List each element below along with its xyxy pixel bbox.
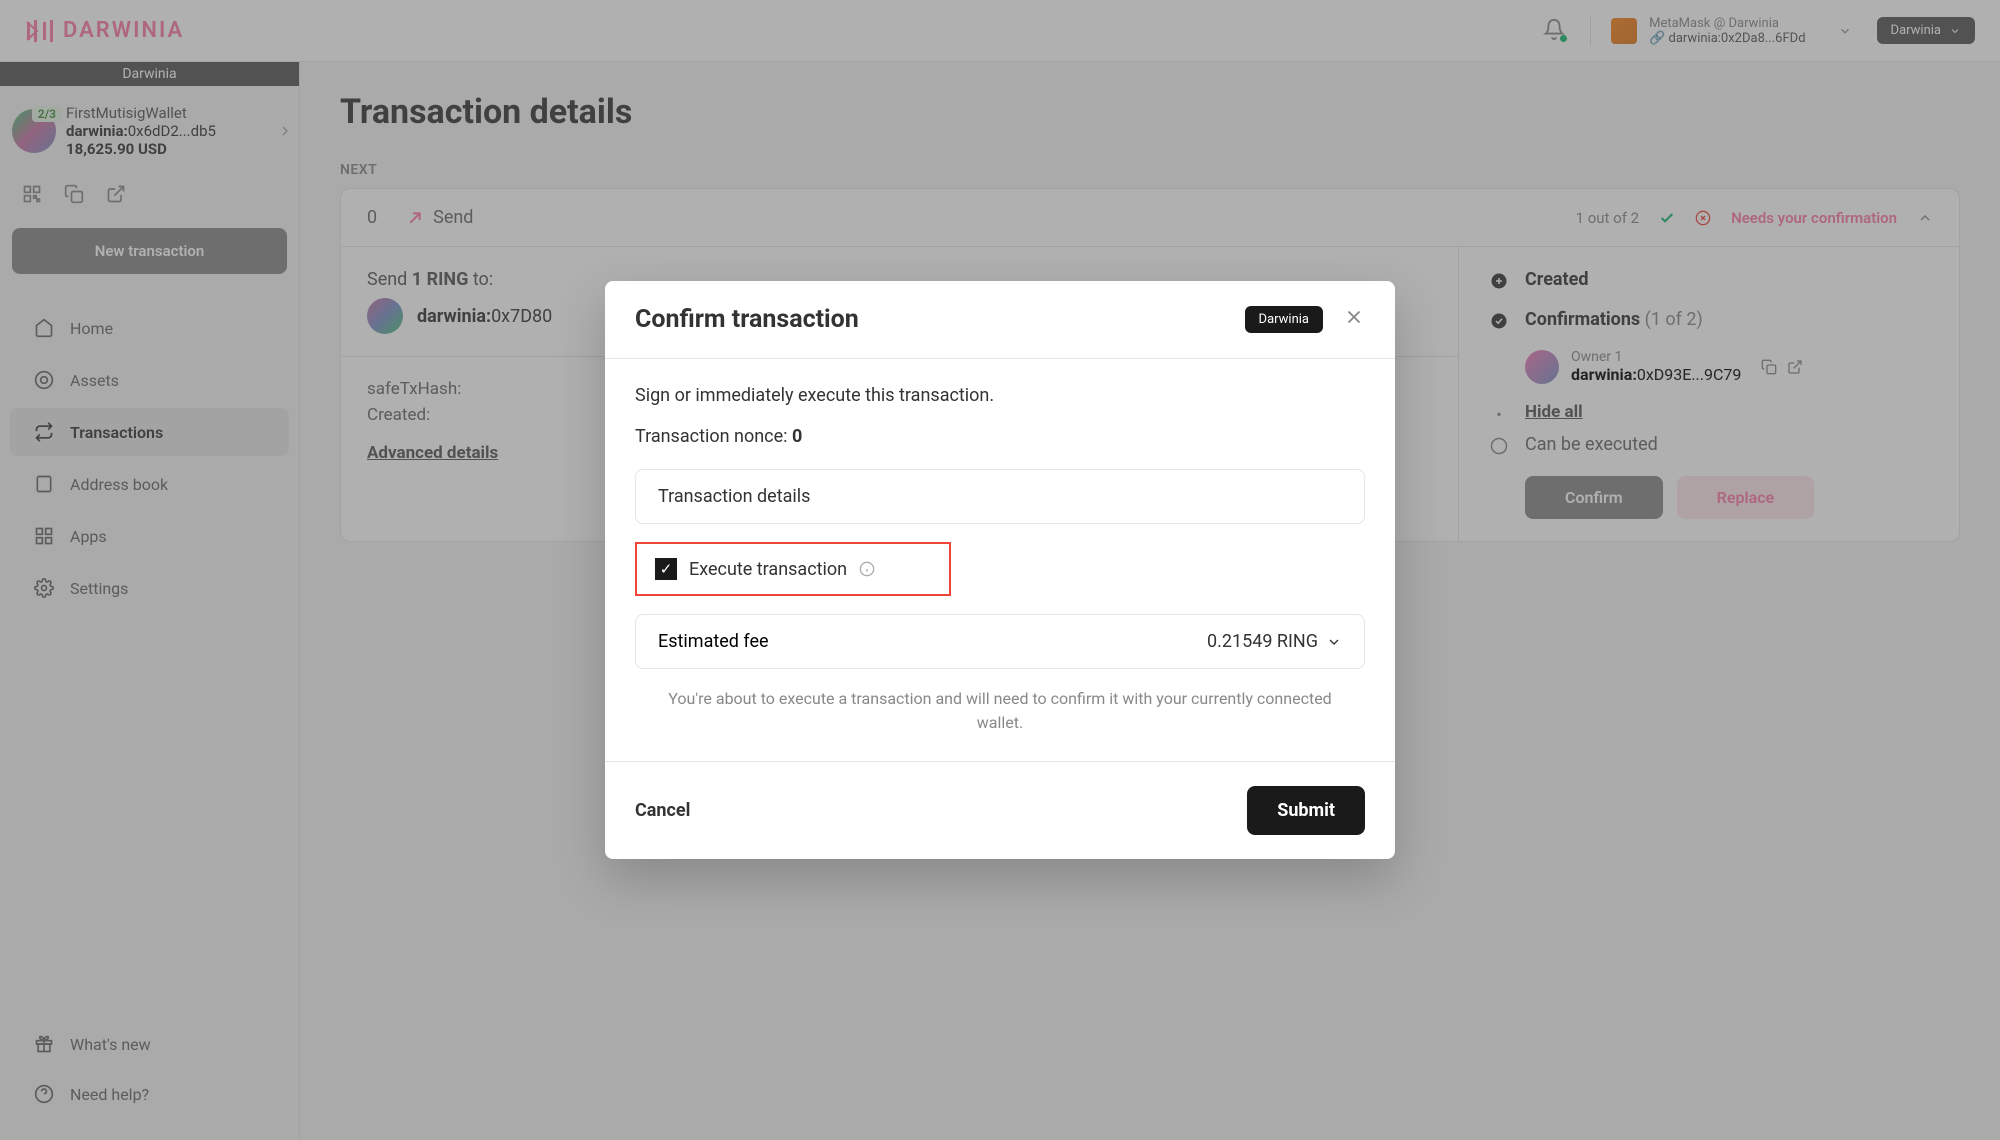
cancel-button[interactable]: Cancel (635, 800, 690, 821)
info-icon[interactable] (859, 561, 875, 577)
modal-title: Confirm transaction (635, 305, 859, 334)
modal-hint: You're about to execute a transaction an… (635, 687, 1365, 735)
execute-transaction-row: ✓ Execute transaction (635, 542, 951, 596)
modal-network-badge: Darwinia (1245, 306, 1323, 333)
estimated-fee-box[interactable]: Estimated fee 0.21549 RING (635, 614, 1365, 669)
modal-instruction: Sign or immediately execute this transac… (635, 385, 1365, 406)
confirm-transaction-modal: Confirm transaction Darwinia Sign or imm… (605, 281, 1395, 859)
execute-checkbox[interactable]: ✓ (655, 558, 677, 580)
close-icon (1343, 306, 1365, 328)
modal-nonce: Transaction nonce: 0 (635, 426, 1365, 447)
fee-label: Estimated fee (658, 631, 769, 652)
execute-label: Execute transaction (689, 559, 847, 580)
chevron-down-icon (1326, 634, 1342, 650)
submit-button[interactable]: Submit (1247, 786, 1365, 835)
modal-close-button[interactable] (1343, 306, 1365, 334)
fee-value: 0.21549 RING (1207, 631, 1318, 652)
transaction-details-box[interactable]: Transaction details (635, 469, 1365, 524)
